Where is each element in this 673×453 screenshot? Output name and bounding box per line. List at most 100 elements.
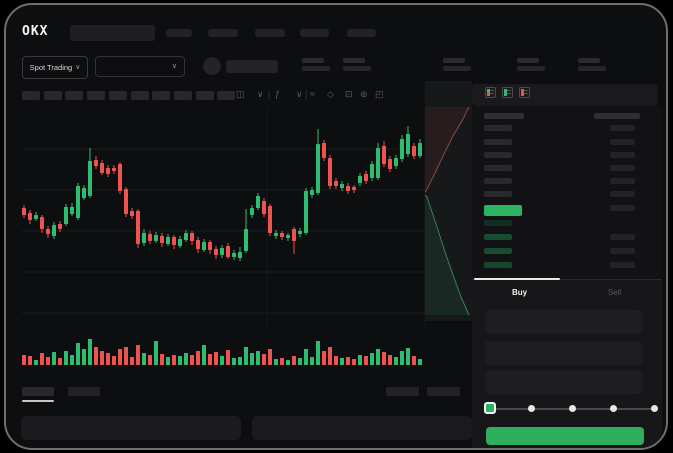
timeframe-button-placeholder[interactable] — [22, 91, 40, 100]
stat-label-placeholder — [343, 58, 365, 63]
candle-body — [64, 207, 68, 224]
timeframe-button-placeholder[interactable] — [217, 91, 236, 100]
orderbook-view-asks-icon[interactable] — [519, 87, 530, 98]
bottom-action-placeholder[interactable] — [427, 387, 460, 396]
slider-stop-dot[interactable] — [650, 405, 658, 412]
chart-type-icon[interactable]: ◫ — [236, 89, 245, 99]
trade-form-input[interactable] — [485, 341, 642, 365]
volume-bar — [100, 351, 104, 365]
bid-row-price-placeholder[interactable] — [484, 234, 512, 240]
chevron-down-icon[interactable]: ∨ — [257, 89, 264, 99]
timeframe-button-placeholder[interactable] — [152, 91, 171, 100]
candle-body — [418, 143, 422, 156]
stat-label-placeholder — [578, 58, 600, 63]
candle-body — [394, 158, 398, 166]
nav-item-placeholder[interactable] — [347, 29, 376, 37]
indicators-icon[interactable]: ƒ — [275, 89, 281, 99]
ask-row-price-placeholder[interactable] — [484, 139, 512, 145]
candle-body — [256, 196, 260, 208]
candle-body — [154, 235, 158, 241]
trade-form-input[interactable] — [485, 310, 642, 334]
stat-label-placeholder — [517, 58, 539, 63]
nav-item-placeholder[interactable] — [166, 29, 192, 37]
bid-row-price-placeholder[interactable] — [484, 262, 512, 268]
trade-form-input[interactable] — [485, 370, 642, 394]
bottom-tab-placeholder[interactable] — [22, 387, 54, 396]
tab-divider — [472, 279, 662, 280]
nav-item-placeholder[interactable] — [300, 29, 329, 37]
bottom-input-placeholder[interactable] — [21, 416, 241, 440]
ask-row-price-placeholder[interactable] — [484, 191, 512, 197]
candle-body — [406, 134, 410, 154]
slider-stop-dot[interactable] — [527, 405, 535, 412]
amount-placeholder — [610, 178, 635, 184]
buy-button[interactable] — [486, 427, 644, 445]
app-window: OKX Spot Trading ∨ ∨ ◫ ∨ | ƒ ∨ | ≈ ◇ ⊡ ⊚ ◰ Buy Sel… — [4, 3, 668, 450]
ask-row-price-placeholder[interactable] — [484, 178, 512, 184]
compare-icon[interactable]: ◇ — [327, 89, 334, 99]
bottom-tab-placeholder[interactable] — [68, 387, 100, 396]
volume-bar — [196, 351, 200, 365]
volume-bar — [244, 347, 248, 365]
ask-row-price-placeholder[interactable] — [484, 152, 512, 158]
depth-asks-line — [424, 106, 470, 193]
bid-row-price-placeholder[interactable] — [484, 248, 512, 254]
bottom-action-placeholder[interactable] — [386, 387, 419, 396]
amount-placeholder — [610, 165, 635, 171]
settings-icon[interactable]: ⊚ — [360, 89, 368, 99]
timeframe-button-placeholder[interactable] — [195, 91, 214, 100]
volume-bar — [22, 355, 26, 365]
tab-sell[interactable]: Sell — [607, 287, 622, 297]
candle-body — [22, 208, 26, 215]
candle-body — [310, 190, 314, 195]
timeframe-button-placeholder[interactable] — [108, 91, 127, 100]
slider-handle[interactable] — [484, 402, 496, 414]
pair-selector-button[interactable]: Spot Trading ∨ — [22, 56, 88, 79]
candle-body — [34, 215, 38, 219]
ask-row-price-placeholder[interactable] — [484, 165, 512, 171]
screenshot-icon[interactable]: ⊡ — [345, 89, 353, 99]
timeframe-button-placeholder[interactable] — [173, 91, 192, 100]
orderbook-view-both-icon[interactable] — [485, 87, 496, 98]
volume-bar — [286, 360, 290, 365]
orderbook-view-both-icon-strip — [487, 89, 490, 96]
slider-stop-dot[interactable] — [609, 405, 617, 412]
candle-body — [160, 236, 164, 243]
tab-buy[interactable]: Buy — [511, 287, 528, 297]
candle-body — [250, 208, 254, 215]
volume-bar — [370, 353, 374, 365]
orderbook-view-bids-icon[interactable] — [502, 87, 513, 98]
orderbook-view-asks-icon-strip — [521, 89, 524, 96]
volume-bar — [142, 353, 146, 365]
stat-value-placeholder — [343, 66, 371, 71]
market-dropdown[interactable]: ∨ — [95, 56, 185, 77]
timeframe-button-placeholder[interactable] — [130, 91, 149, 100]
timeframe-button-placeholder[interactable] — [43, 91, 62, 100]
ask-row-price-placeholder[interactable] — [484, 125, 512, 131]
timeframe-button-placeholder[interactable] — [65, 91, 84, 100]
slider-stop-dot[interactable] — [568, 405, 576, 412]
avatar[interactable] — [203, 57, 221, 75]
bottom-input-placeholder[interactable] — [252, 416, 472, 440]
timeframe-button-placeholder[interactable] — [87, 91, 106, 100]
candle-body — [142, 233, 146, 243]
candle-body — [340, 184, 344, 188]
volume-bar — [340, 358, 344, 365]
depth-panel-bg — [425, 81, 472, 321]
volume-bar — [412, 356, 416, 365]
line-tool-icon[interactable]: ≈ — [310, 89, 315, 99]
bid-row-price-placeholder[interactable] — [484, 220, 512, 226]
candle-body — [58, 224, 62, 229]
nav-item-placeholder[interactable] — [208, 29, 238, 37]
candle-body — [304, 191, 308, 233]
volume-bar — [112, 356, 116, 365]
fullscreen-icon[interactable]: ◰ — [375, 89, 384, 99]
nav-item-placeholder[interactable] — [255, 29, 285, 37]
amount-placeholder — [610, 152, 635, 158]
volume-bar — [154, 341, 158, 365]
search-bar[interactable] — [70, 25, 155, 41]
chevron-down-icon[interactable]: ∨ — [296, 89, 303, 99]
candle-body — [388, 159, 392, 169]
last-price-highlight[interactable] — [484, 205, 522, 216]
candle-body — [268, 206, 272, 233]
